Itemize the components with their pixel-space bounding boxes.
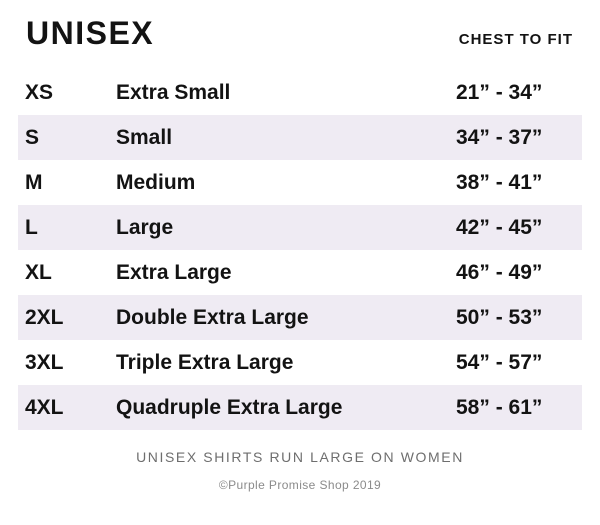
copyright-line: ©Purple Promise Shop 2019 [218, 478, 382, 492]
size-name: Extra Small [116, 80, 231, 104]
size-row-2xl: 2XL Double Extra Large 50” - 53” [18, 295, 582, 340]
size-code: M [25, 170, 43, 194]
size-code: 3XL [25, 350, 64, 374]
size-row-4xl: 4XL Quadruple Extra Large 58” - 61” [18, 385, 582, 430]
size-row-xs: XS Extra Small 21” - 34” [18, 70, 582, 115]
chest-range: 54” - 57” [456, 350, 543, 374]
size-row-s: S Small 34” - 37” [18, 115, 582, 160]
size-code: 2XL [25, 305, 64, 329]
size-name: Double Extra Large [116, 305, 309, 329]
chart-header: UNISEX CHEST TO FIT [0, 0, 600, 70]
size-row-m: M Medium 38” - 41” [18, 160, 582, 205]
size-name: Triple Extra Large [116, 350, 294, 374]
size-row-3xl: 3XL Triple Extra Large 54” - 57” [18, 340, 582, 385]
fit-note: UNISEX SHIRTS RUN LARGE ON WOMEN [136, 449, 464, 465]
chest-range: 34” - 37” [456, 125, 543, 149]
size-code: XS [25, 80, 54, 104]
chest-range: 42” - 45” [456, 215, 543, 239]
size-name: Large [116, 215, 174, 239]
chest-range: 58” - 61” [456, 395, 543, 419]
size-row-xl: XL Extra Large 46” - 49” [18, 250, 582, 295]
size-code: L [25, 215, 38, 239]
size-code: XL [25, 260, 52, 284]
chest-range: 21” - 34” [456, 80, 543, 104]
chest-to-fit-column-header: CHEST TO FIT [458, 31, 573, 48]
size-table: XS Extra Small 21” - 34” S Small 34” - 3… [0, 70, 600, 430]
page-title: UNISEX [26, 15, 155, 51]
size-name: Small [116, 125, 173, 149]
chest-range: 38” - 41” [456, 170, 543, 194]
footer: UNISEX SHIRTS RUN LARGE ON WOMEN ©Purple… [0, 449, 600, 492]
size-name: Extra Large [116, 260, 232, 284]
size-name: Medium [116, 170, 196, 194]
chest-range: 50” - 53” [456, 305, 543, 329]
size-code: 4XL [25, 395, 64, 419]
size-row-l: L Large 42” - 45” [18, 205, 582, 250]
size-name: Quadruple Extra Large [116, 395, 343, 419]
size-code: S [25, 125, 40, 149]
chest-range: 46” - 49” [456, 260, 543, 284]
